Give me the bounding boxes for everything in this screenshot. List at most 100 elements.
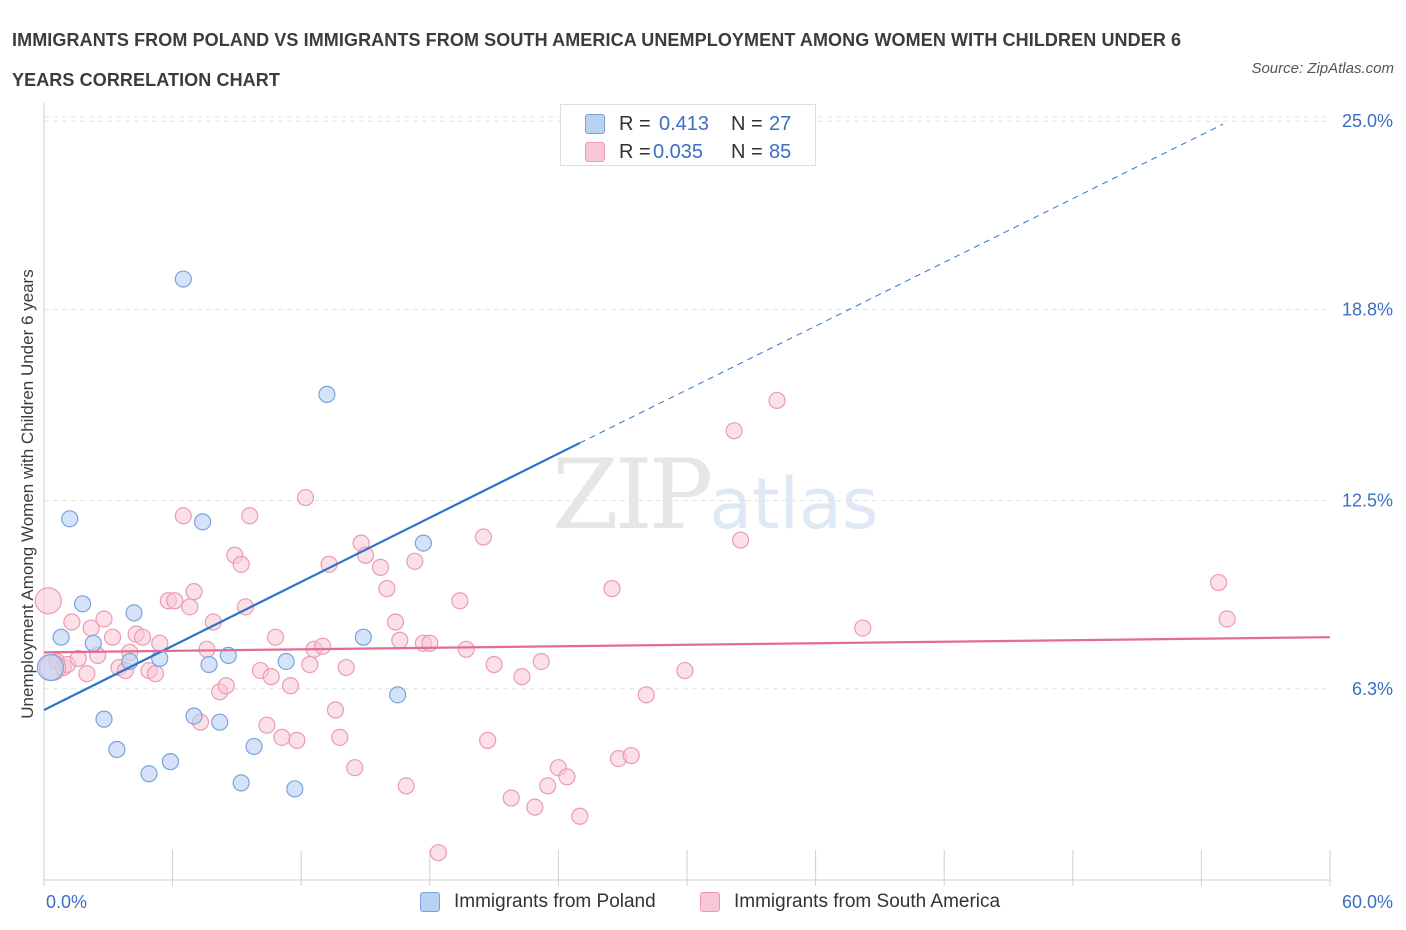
data-point-south-america: [558, 768, 576, 786]
data-point-south-america: [346, 759, 364, 777]
data-point-south-america: [451, 592, 469, 610]
data-point-south-america: [281, 677, 300, 695]
watermark-atlas: atlas: [709, 463, 879, 545]
series-legend-swatch-poland: [420, 892, 440, 912]
data-point-poland: [200, 655, 218, 674]
legend-n-label: N =: [731, 113, 763, 135]
x-tick-label: 0.0%: [46, 892, 87, 912]
legend-r-label: R =: [619, 141, 651, 163]
legend-n-value: 85: [769, 141, 792, 163]
data-point-south-america: [146, 665, 165, 683]
data-point-south-america: [78, 665, 96, 683]
data-point-south-america: [371, 558, 390, 576]
data-point-south-america: [258, 716, 276, 734]
data-point-south-america: [296, 488, 315, 507]
data-point-south-america: [181, 598, 199, 616]
data-point-south-america: [397, 777, 415, 795]
data-point-south-america: [241, 507, 259, 525]
x-tick-label: 60.0%: [1342, 892, 1393, 912]
data-point-poland: [286, 780, 304, 798]
data-point-south-america: [262, 668, 280, 686]
data-point-south-america: [571, 807, 589, 825]
data-point-south-america: [326, 701, 345, 719]
trendline-south-america: [43, 636, 1331, 654]
legend-r-value: 0.413: [659, 113, 710, 135]
data-point-south-america: [1209, 573, 1228, 592]
data-point-south-america: [378, 580, 396, 598]
legend-n-label: N =: [731, 141, 763, 163]
series-legend-label-south-america: Immigrants from South America: [734, 891, 1001, 912]
data-point-south-america: [95, 610, 113, 628]
data-point-poland: [73, 595, 92, 613]
data-point-poland: [108, 740, 126, 759]
data-point-south-america: [513, 668, 531, 686]
data-point-south-america: [331, 728, 349, 746]
data-point-poland: [84, 634, 102, 652]
data-point-poland: [232, 774, 250, 792]
data-point-south-america: [526, 798, 544, 816]
data-point-south-america: [314, 637, 332, 655]
data-point-poland: [389, 686, 407, 704]
data-point-south-america: [301, 655, 319, 674]
legend-swatch-poland: [585, 114, 605, 134]
source-credit: Source: ZipAtlas.com: [1251, 60, 1394, 77]
data-point-south-america: [391, 631, 409, 649]
data-point-poland: [161, 753, 180, 771]
data-point-south-america: [622, 746, 640, 765]
trendline-poland: [43, 441, 581, 712]
data-point-poland: [318, 385, 336, 403]
legend-n-value: 27: [769, 113, 792, 135]
data-point-south-america: [731, 531, 750, 549]
data-point-south-america: [386, 613, 405, 631]
data-point-south-america: [603, 580, 621, 598]
data-point-south-america: [337, 658, 355, 677]
data-point-poland: [61, 510, 79, 528]
data-point-poland: [354, 628, 372, 646]
data-point-south-america: [266, 628, 285, 646]
data-point-south-america: [232, 555, 250, 573]
data-point-south-america: [217, 677, 235, 695]
data-point-poland: [414, 534, 432, 552]
data-point-south-america: [539, 777, 557, 795]
data-point-poland: [95, 710, 113, 728]
data-point-south-america: [103, 628, 122, 646]
data-point-poland: [52, 628, 70, 646]
data-point-poland: [277, 652, 295, 671]
data-point-poland: [185, 707, 203, 725]
watermark-zip: ZIP: [552, 439, 713, 551]
y-tick-label: 18.8%: [1342, 299, 1393, 319]
data-point-south-america: [166, 592, 184, 610]
chart-title: IMMIGRANTS FROM POLAND VS IMMIGRANTS FRO…: [12, 30, 1182, 90]
data-point-south-america: [637, 686, 655, 704]
series-legend-label-poland: Immigrants from Poland: [454, 891, 656, 912]
trendline-poland-extension: [579, 123, 1224, 444]
data-point-poland: [194, 513, 212, 531]
data-point-poland: [125, 604, 143, 622]
data-point-poland: [219, 646, 237, 664]
legend-r-label: R =: [619, 113, 651, 135]
data-point-poland: [174, 270, 192, 288]
data-point-south-america: [34, 587, 62, 615]
data-point-south-america: [174, 507, 192, 525]
data-point-south-america: [69, 649, 87, 668]
data-point-south-america: [532, 652, 550, 671]
data-point-south-america: [429, 844, 447, 862]
y-tick-label: 25.0%: [1342, 111, 1393, 131]
y-tick-label: 12.5%: [1342, 491, 1393, 511]
data-point-south-america: [457, 640, 475, 658]
data-point-south-america: [406, 552, 424, 570]
legend-r-value: 0.035: [653, 141, 704, 163]
series-legend-swatch-south-america: [700, 892, 720, 912]
data-point-south-america: [474, 528, 492, 546]
data-point-south-america: [854, 619, 872, 637]
data-point-poland: [211, 713, 229, 731]
data-point-south-america: [63, 613, 81, 631]
data-point-south-america: [133, 628, 152, 646]
data-point-south-america: [1218, 610, 1236, 628]
y-tick-label: 6.3%: [1352, 679, 1393, 699]
data-point-south-america: [273, 728, 291, 746]
data-point-south-america: [479, 731, 497, 749]
data-point-south-america: [502, 789, 520, 807]
